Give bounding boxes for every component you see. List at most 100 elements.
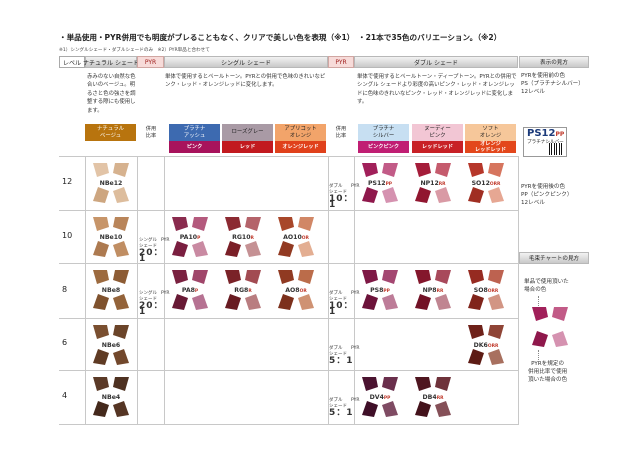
hair-strand bbox=[172, 270, 188, 284]
hair-strand bbox=[415, 377, 431, 391]
hair-strand bbox=[278, 294, 294, 310]
swatch-code: AO10 bbox=[283, 234, 302, 241]
shade-chip-name: ヌーディー ピンク bbox=[412, 124, 463, 141]
swatch-suffix: P bbox=[197, 236, 201, 241]
mix-ratio-pyr: PYR bbox=[351, 291, 360, 296]
shade-chip: ローズグレー レッド bbox=[222, 124, 273, 153]
swatch-suffix: OR bbox=[301, 236, 309, 241]
hair-strand bbox=[93, 377, 109, 391]
hair-strand bbox=[225, 241, 241, 257]
mix-ratio-value: 20：1 bbox=[139, 248, 164, 264]
hair-strand bbox=[415, 163, 431, 177]
hair-strand bbox=[468, 187, 484, 203]
swatch-suffix: P bbox=[194, 289, 199, 294]
grid-line-4 bbox=[59, 370, 519, 371]
swatch-suffix: RR bbox=[436, 396, 444, 401]
swatch-code: DV4 bbox=[369, 394, 384, 401]
hair-swatch: NP12RR bbox=[411, 161, 455, 205]
shade-chip-pyr-result: ピンク bbox=[169, 141, 220, 153]
shade-chip: プラチナ アッシュ ピンク bbox=[169, 124, 220, 153]
hair-strand bbox=[245, 270, 261, 284]
hair-strand bbox=[488, 349, 504, 365]
swatch-code: DK6 bbox=[473, 342, 488, 349]
shade-chip: アプリコット オレンジ オレンジレッド bbox=[275, 124, 326, 153]
hair-strand bbox=[435, 163, 451, 177]
shade-chip: ヌーディー ピンク レッドレッド bbox=[412, 124, 463, 153]
pyr-band-double: PYR bbox=[328, 56, 354, 68]
hair-swatch: AO8OR bbox=[274, 268, 318, 312]
hair-strand bbox=[113, 401, 129, 417]
mix-ratio-label: ダブル シェード bbox=[329, 398, 347, 409]
mix-ratio-label: ダブル シェード bbox=[329, 291, 347, 302]
hair-strand bbox=[93, 163, 109, 177]
hair-strand bbox=[278, 270, 294, 284]
hair-strand bbox=[488, 270, 504, 284]
hair-strand bbox=[362, 401, 378, 417]
hair-strand bbox=[298, 241, 314, 257]
swatch-code: PS8 bbox=[370, 287, 384, 294]
hair-swatch: AO10OR bbox=[274, 215, 318, 259]
swatch-code: NP8 bbox=[422, 287, 437, 294]
hair-strand bbox=[435, 270, 451, 284]
grid-vline-level bbox=[85, 156, 86, 424]
side-badge-code: PS12 bbox=[527, 128, 556, 139]
hair-strand bbox=[192, 241, 208, 257]
hair-strand bbox=[93, 241, 109, 257]
hair-strand bbox=[362, 163, 378, 177]
headline-right: ・21本で35色のバリエーション。（※2） bbox=[358, 33, 502, 42]
hair-strand bbox=[435, 377, 451, 391]
swatch-code: AO8 bbox=[285, 287, 300, 294]
grid-vline-single bbox=[328, 156, 329, 424]
hair-strand bbox=[362, 294, 378, 310]
hair-strand bbox=[113, 270, 129, 284]
hair-strand bbox=[298, 294, 314, 310]
side-badge: PS12PP プラチナシルバー bbox=[523, 127, 567, 157]
level-label: 10 bbox=[62, 230, 73, 240]
swatch-suffix: RR bbox=[436, 289, 444, 294]
hair-strand bbox=[468, 163, 484, 177]
mix-ratio: ダブル シェード PYR 10：1 bbox=[329, 291, 360, 317]
ratio-header-double: 併用 比率 bbox=[335, 126, 347, 139]
swatch-code: RG8 bbox=[234, 287, 249, 294]
hair-strand bbox=[113, 187, 129, 203]
side-before-text: PYRを使用前の色 PS（プラチナシルバー） 12レベル bbox=[521, 73, 584, 95]
shade-chip-pyr-result: レッドレッド bbox=[412, 141, 463, 153]
hair-strand bbox=[382, 294, 398, 310]
hair-strand bbox=[298, 270, 314, 284]
hair-strand bbox=[382, 187, 398, 203]
shade-chip-name: ローズグレー bbox=[222, 124, 273, 141]
hair-strand bbox=[93, 187, 109, 203]
grid-line-bottom bbox=[59, 424, 519, 425]
swatch-code: PA8 bbox=[181, 287, 195, 294]
level-label: 6 bbox=[62, 338, 68, 347]
mix-ratio-value: 5：1 bbox=[329, 356, 354, 366]
hair-strand bbox=[435, 401, 451, 417]
hair-swatch: PS12PP bbox=[358, 161, 402, 205]
hair-strand bbox=[172, 294, 188, 310]
hair-strand bbox=[245, 241, 261, 257]
swatch-code: NBe12 bbox=[99, 180, 123, 187]
hair-strand bbox=[225, 294, 241, 310]
hair-strand bbox=[362, 377, 378, 391]
side-dotted-line-1 bbox=[538, 296, 539, 308]
swatch-code: NBe8 bbox=[101, 287, 121, 294]
hair-strand bbox=[532, 307, 548, 321]
hair-strand bbox=[93, 294, 109, 310]
swatch-code: NP12 bbox=[420, 180, 439, 187]
swatch-code: PS12 bbox=[367, 180, 386, 187]
hair-strand bbox=[225, 270, 241, 284]
hair-strand bbox=[435, 294, 451, 310]
mix-ratio-label: シングル シェード bbox=[139, 291, 157, 302]
hair-strand bbox=[382, 270, 398, 284]
shade-chip: ナチュラル ベージュ bbox=[85, 124, 136, 141]
swatch-suffix: R bbox=[250, 236, 254, 241]
shade-chip-name: ソフト オレンジ bbox=[465, 124, 516, 141]
hair-strand bbox=[532, 331, 548, 347]
hair-strand bbox=[382, 377, 398, 391]
shade-chip-pyr-result: オレンジ レッドレッド bbox=[465, 141, 516, 153]
hair-strand bbox=[552, 331, 568, 347]
hair-strand bbox=[415, 270, 431, 284]
hair-strand bbox=[113, 294, 129, 310]
side-dotted-line-2 bbox=[538, 350, 539, 360]
swatch-suffix: ORR bbox=[489, 182, 501, 187]
